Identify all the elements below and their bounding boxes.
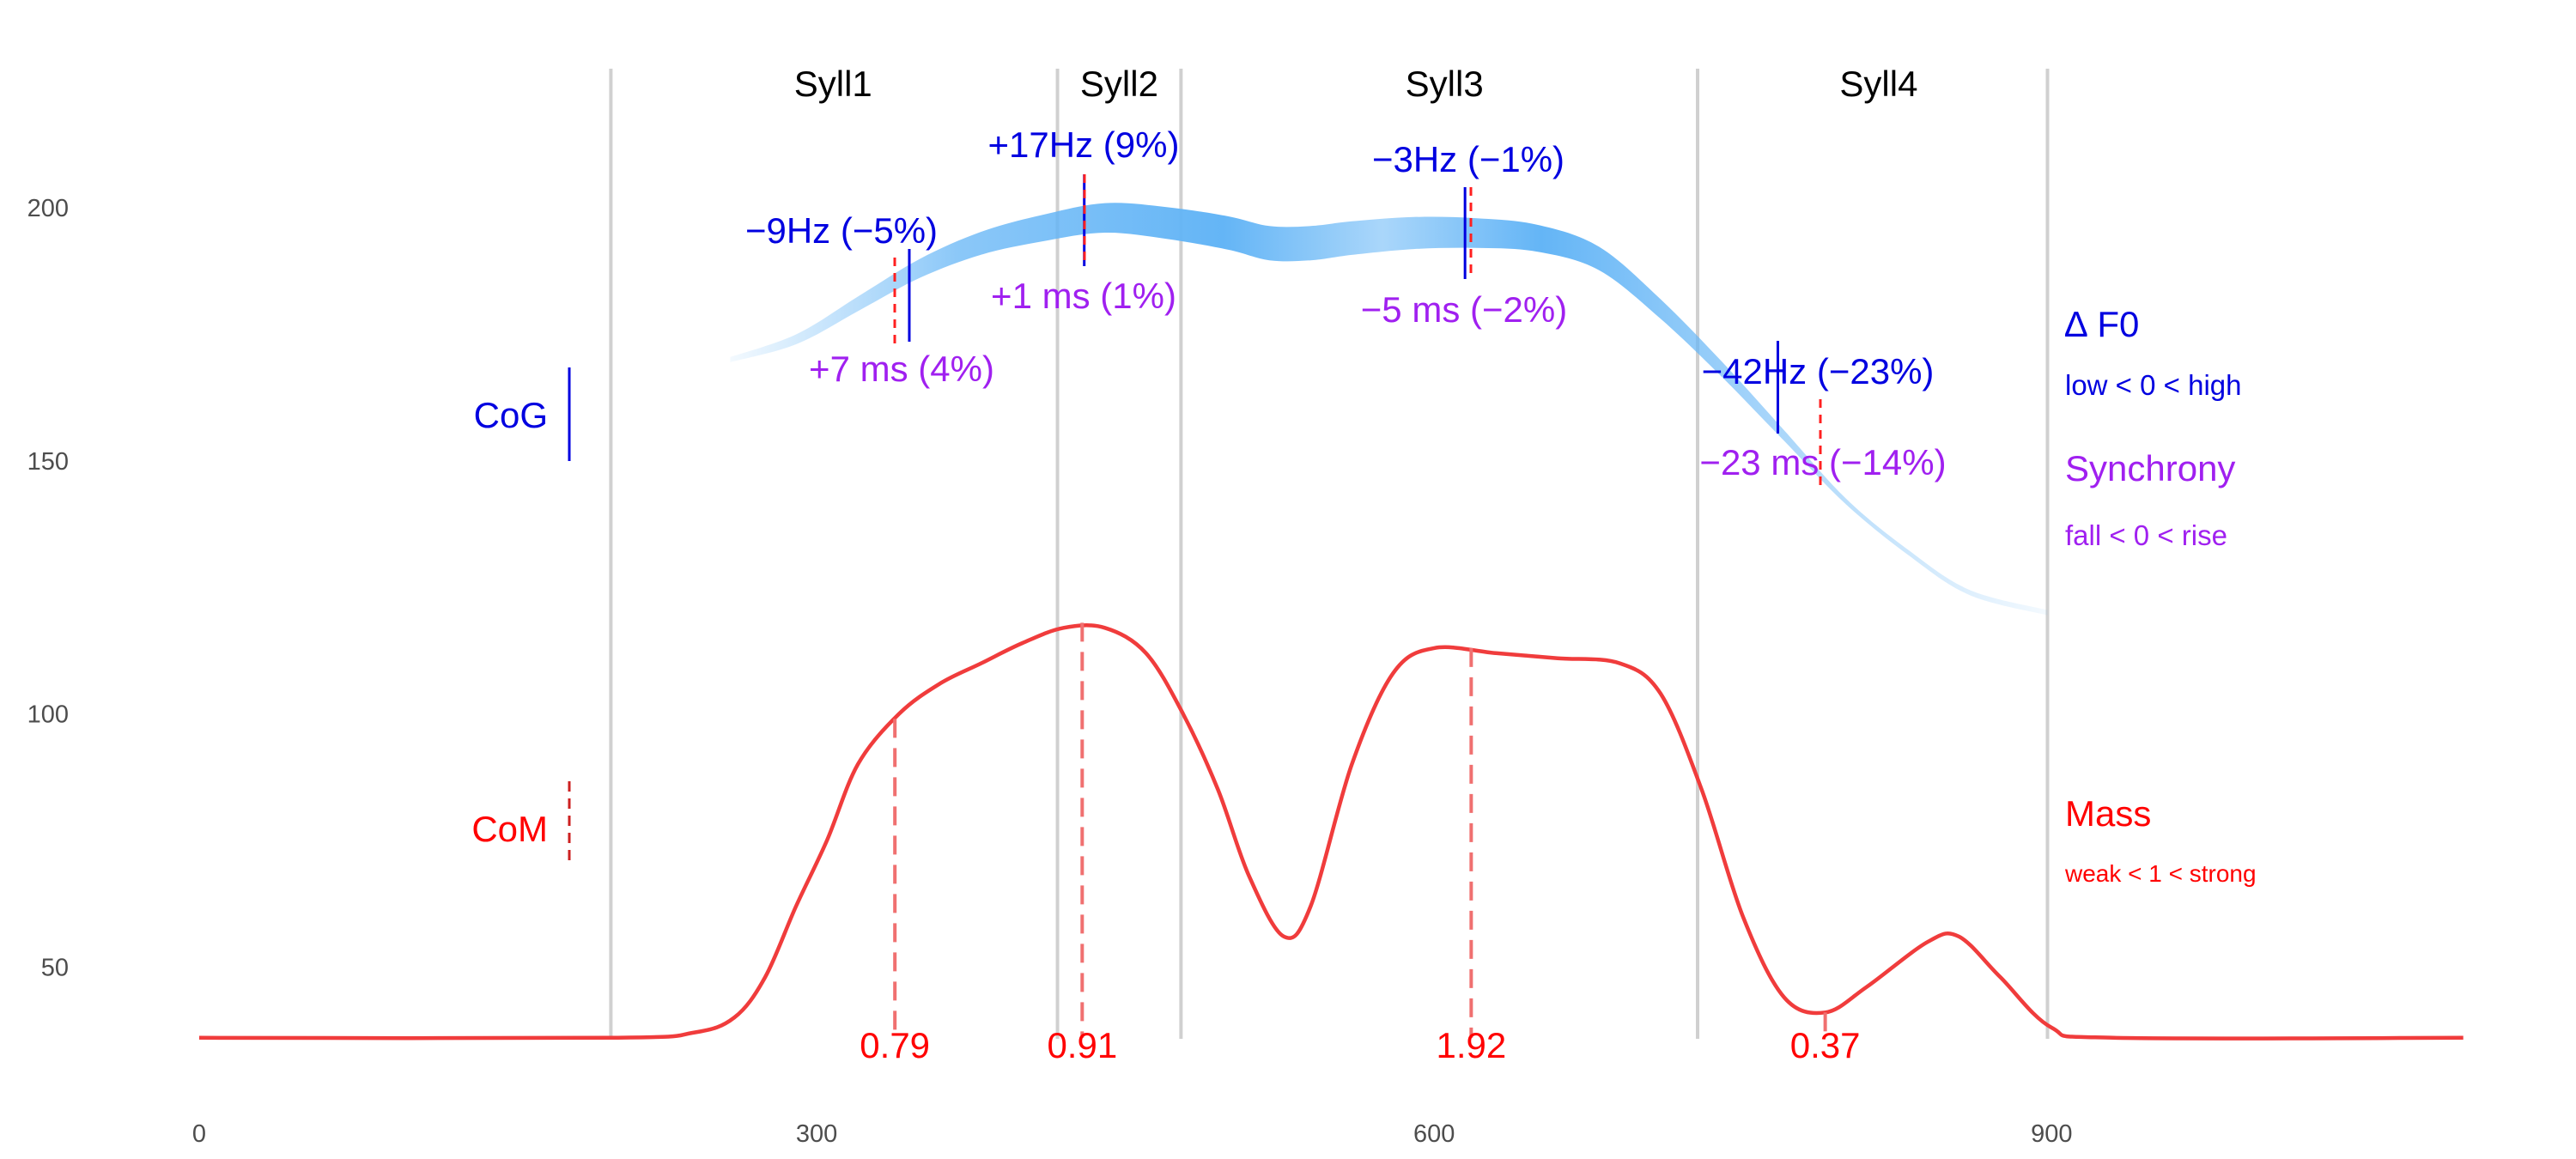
com-label: CoM	[471, 809, 548, 849]
x-tick-label-1: 300	[796, 1120, 837, 1148]
mass-line	[198, 623, 2464, 1041]
syllable-label-0: Syll1	[794, 64, 872, 104]
x-axis-ticks: 0 300 600 900	[192, 1120, 2073, 1148]
y-tick-label-0: 50	[41, 954, 69, 981]
y-tick-label-1: 100	[27, 701, 69, 729]
com-value-label-2: 1.92	[1436, 1025, 1506, 1065]
syllable-label-1: Syll2	[1080, 64, 1158, 104]
legend-synchrony-sub: fall < 0 < rise	[2065, 519, 2227, 551]
com-value-label-1: 0.91	[1047, 1025, 1117, 1065]
f0-curve	[730, 203, 2048, 616]
syllable-label-3: Syll4	[1839, 64, 1917, 104]
f0-delta-label-3: −42Hz (−23%)	[1702, 351, 1935, 391]
syllable-labels: Syll1 Syll2 Syll3 Syll4	[794, 64, 1918, 104]
legend-synchrony-title: Synchrony	[2065, 448, 2235, 488]
mass-curve	[198, 623, 2464, 1041]
legend-f0-sub: low < 0 < high	[2065, 369, 2241, 401]
f0-delta-label-2: −3Hz (−1%)	[1372, 139, 1564, 179]
com-value-label-3: 0.37	[1790, 1025, 1861, 1065]
f0-delta-label-1: +17Hz (9%)	[988, 124, 1180, 165]
x-tick-label-3: 900	[2031, 1120, 2072, 1148]
markers: 0.79 0.91 1.92 0.37 −9Hz (−5%) +17Hz (9%) −3Hz…	[745, 124, 1947, 1065]
y-axis-ticks: 50 100 150 200	[27, 195, 69, 981]
syllable-label-2: Syll3	[1406, 64, 1484, 104]
y-tick-label-3: 200	[27, 195, 69, 222]
f0-delta-label-0: −9Hz (−5%)	[745, 210, 938, 251]
x-tick-label-2: 600	[1413, 1120, 1455, 1148]
legend-mass-title: Mass	[2065, 793, 2151, 834]
side-labels: CoG CoM	[471, 367, 571, 867]
x-tick-label-0: 0	[192, 1120, 206, 1148]
com-value-label-0: 0.79	[860, 1025, 930, 1065]
synchrony-label-0: +7 ms (4%)	[809, 349, 994, 389]
legend-f0-title: ∆ F0	[2065, 304, 2139, 344]
synchrony-label-1: +1 ms (1%)	[991, 276, 1176, 316]
y-tick-label-2: 150	[27, 448, 69, 476]
synchrony-label-3: −23 ms (−14%)	[1699, 442, 1946, 482]
f0-ribbon	[730, 203, 2048, 616]
legend-mass-sub: weak < 1 < strong	[2064, 860, 2257, 887]
synchrony-label-2: −5 ms (−2%)	[1361, 289, 1567, 330]
cog-label: CoG	[474, 395, 548, 435]
legend: ∆ F0 low < 0 < high Synchrony fall < 0 <…	[2064, 304, 2257, 887]
